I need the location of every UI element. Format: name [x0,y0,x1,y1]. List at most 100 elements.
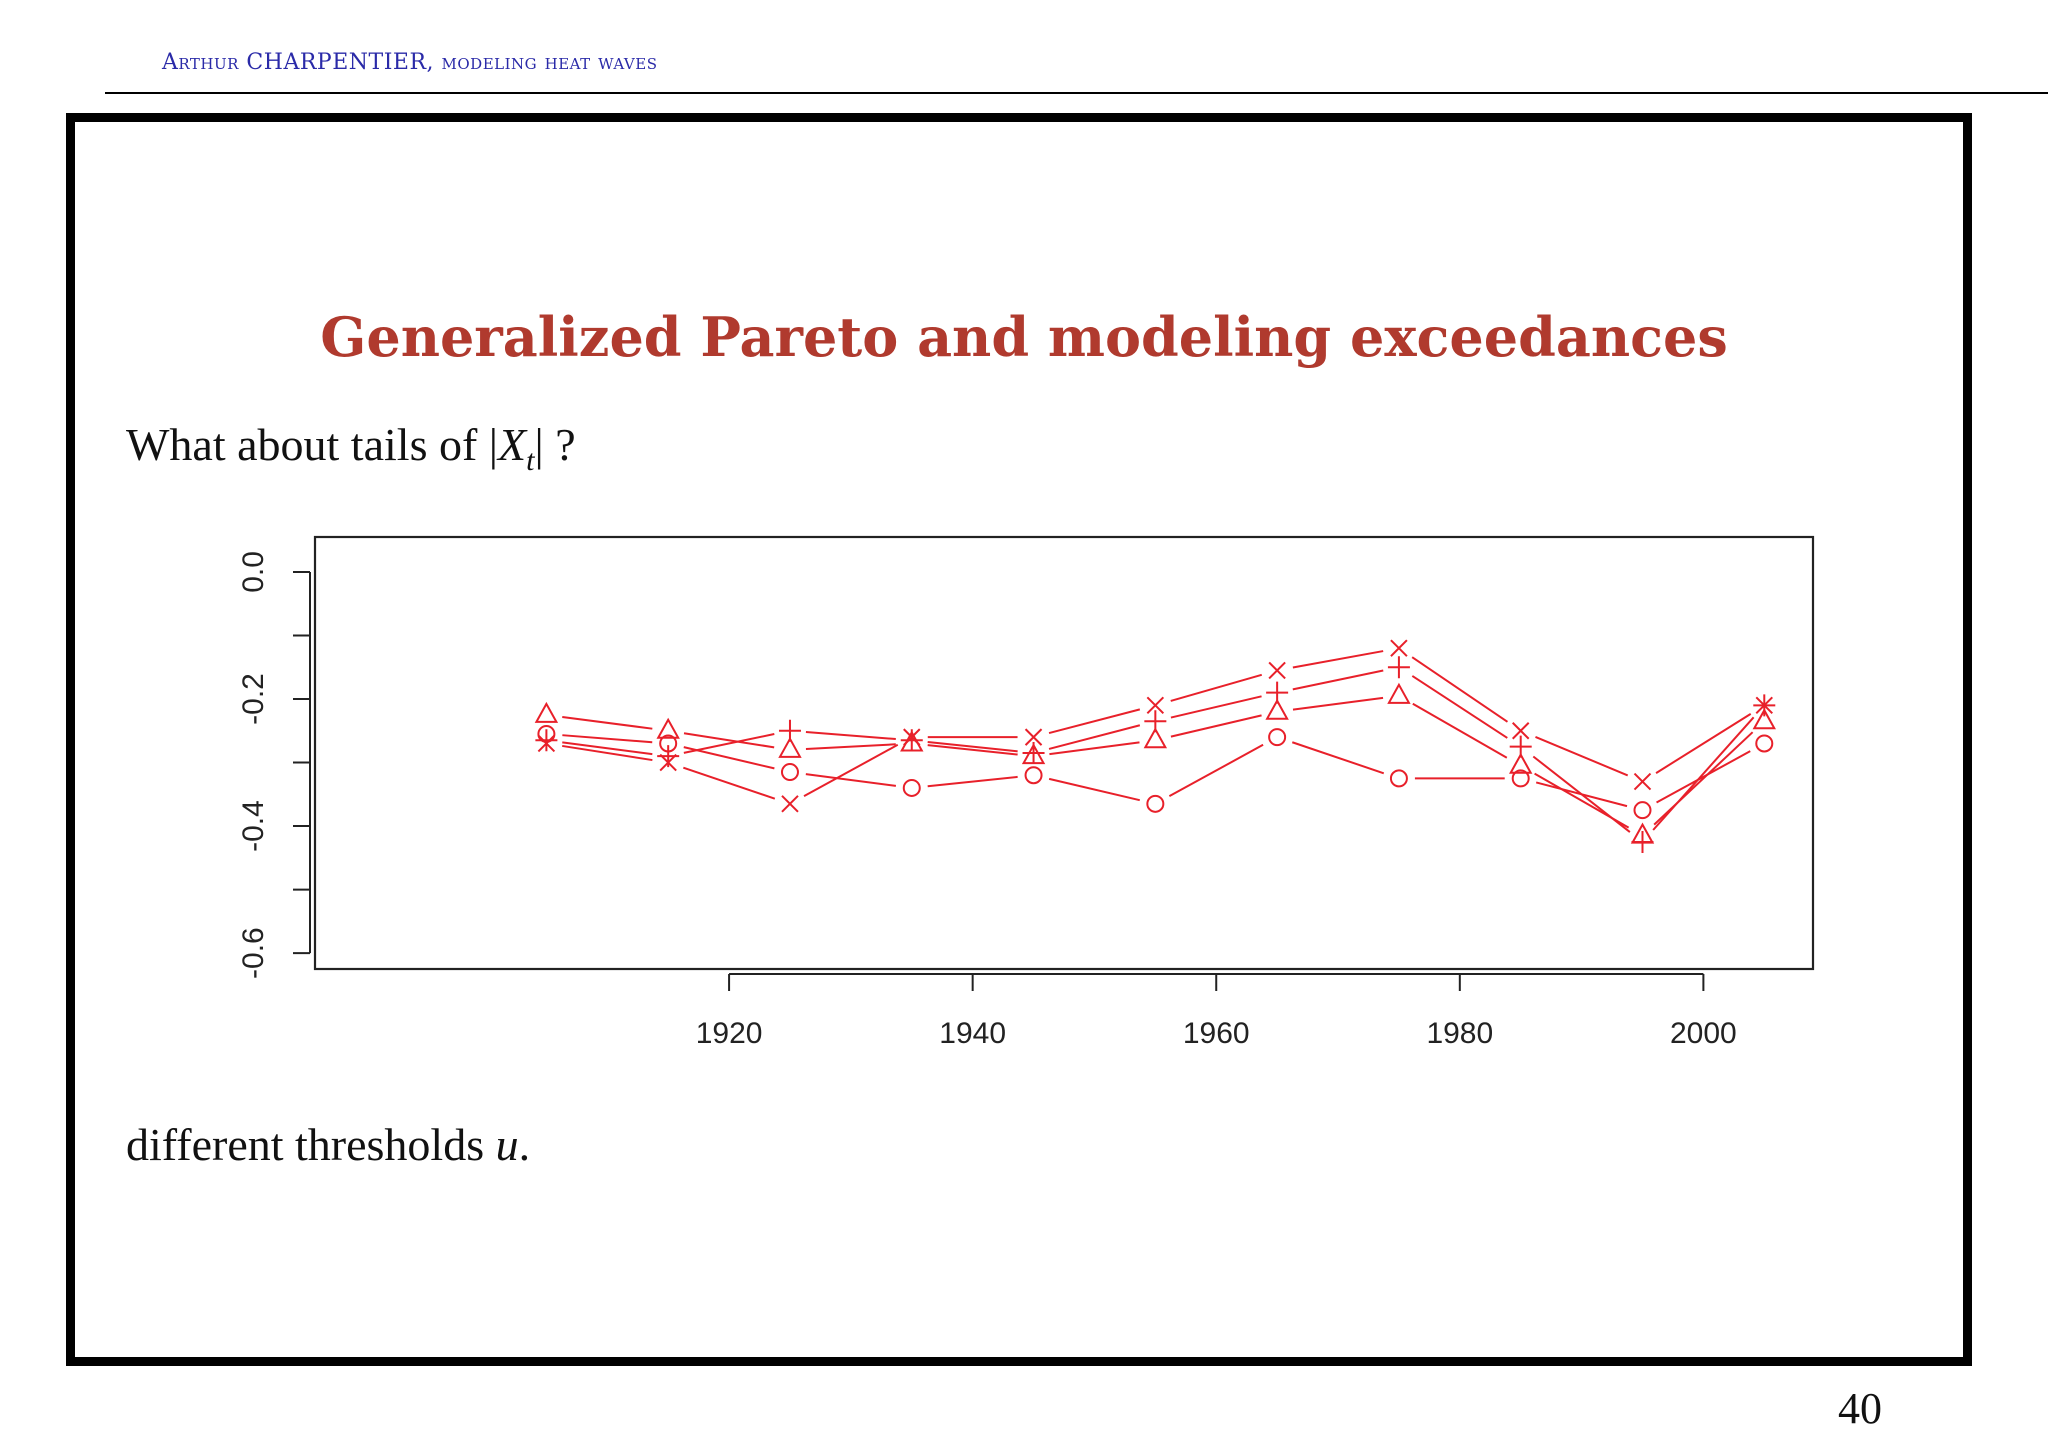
header-separator: , [426,50,442,75]
question-text: What about tails of |Xt| ? [126,418,576,478]
point-plus [1022,742,1045,764]
x-tick-label: 1980 [1426,1017,1493,1050]
header-rule [105,92,2048,94]
series-line-triangle [562,715,653,730]
series-line-plus [805,731,896,741]
series-line-circle [1656,750,1751,804]
point-plus [1266,681,1289,704]
question-abs-open: | [488,419,499,470]
footer-suffix: . [518,1119,531,1170]
question-prefix: What about tails of [126,419,489,470]
series-line-cross [1411,656,1509,723]
series-line-plus [1652,716,1755,831]
point-plus [1387,656,1410,679]
point-cross [1024,728,1043,746]
point-circle [1268,728,1287,747]
series-line-circle [805,773,897,787]
point-plus [900,729,923,752]
series-line-cross [803,743,899,798]
series-line-triangle [1049,741,1140,756]
point-triangle [656,717,680,739]
shape-parameter-chart: 0.0 -0.2 -0.4 -0.6 1920 1940 1960 1980 2000 [237,535,1815,1050]
y-tick-label: -0.2 [237,673,270,725]
point-cross [1512,722,1530,740]
y-tick-label: 0.0 [237,551,270,593]
series-line-triangle [1412,702,1508,759]
point-circle [1389,769,1408,788]
x-tick-label: 1940 [939,1017,1006,1050]
footer-prefix: different thresholds [126,1119,496,1170]
point-plus [535,729,558,752]
point-cross [1268,661,1286,680]
series-line-plus [562,741,653,756]
point-cross [1146,696,1165,715]
question-abs-close: | [534,419,544,470]
series-line-circle [1048,777,1140,802]
slide-title: Generalized Pareto and modeling exceedan… [320,305,1728,369]
point-cross [537,734,556,753]
series-line-circle [1168,743,1264,798]
header-author: Arthur CHARPENTIER [162,50,427,75]
point-triangle [1752,708,1776,730]
series-line-plus [683,733,775,754]
point-triangle [1143,727,1168,749]
slide-frame [66,113,1972,1366]
header-subtitle: modeling heat waves [441,50,658,75]
point-cross [659,753,677,772]
point-triangle [1509,752,1533,774]
series-line-triangle [1292,696,1384,711]
point-cross [903,728,921,746]
point-circle [780,763,799,782]
point-circle [1511,769,1530,788]
question-variable: X [498,419,527,470]
series-line-triangle [683,732,775,749]
y-tick-label: -0.4 [237,800,270,852]
page-number: 40 [1838,1384,1882,1433]
point-circle [902,778,921,797]
point-triangle [1387,682,1411,704]
footer-text: different thresholds u. [126,1118,530,1171]
series-line-cross [562,744,653,762]
y-tick-label: -0.6 [237,927,270,979]
series-line-plus [1411,675,1508,739]
series-line-circle [1291,741,1385,775]
series-line-plus [1532,755,1631,833]
running-header: Arthur CHARPENTIER, modeling heat waves [162,50,658,75]
series-line-cross [1655,712,1752,774]
series-line-circle [927,775,1018,788]
point-plus [1144,710,1167,733]
series-line-cross [1535,736,1629,777]
point-triangle [1265,698,1289,720]
point-plus [1509,735,1532,758]
point-circle [1755,734,1774,753]
point-circle [1146,794,1165,813]
plot-frame [313,535,1815,971]
series-line-triangle [805,743,896,750]
question-suffix: ? [543,419,576,470]
series-line-triangle [1653,731,1754,826]
x-tick-label: 1960 [1183,1017,1250,1050]
series-line-cross [683,766,776,800]
x-tick-label: 2000 [1670,1017,1737,1050]
point-circle [1024,766,1043,785]
point-cross [1390,639,1408,657]
point-plus [1631,830,1654,853]
point-plus [778,719,801,742]
question-subscript: t [526,444,535,478]
footer-variable: u [495,1119,519,1170]
series-line-plus [1048,724,1141,750]
point-circle [1633,801,1652,820]
series-line-cross [1292,650,1384,669]
series-line-plus [1170,695,1262,719]
point-triangle [534,701,559,723]
series-line-cross [1170,673,1263,702]
point-cross [1633,772,1652,791]
point-triangle [778,736,802,758]
series-line-cross [1048,708,1141,735]
series-line-plus [927,740,1018,753]
point-cross [1755,696,1773,715]
series-line-circle [562,734,653,744]
series-line-plus [1292,669,1384,691]
series-line-triangle [1170,714,1262,738]
x-tick-label: 1920 [696,1017,763,1050]
